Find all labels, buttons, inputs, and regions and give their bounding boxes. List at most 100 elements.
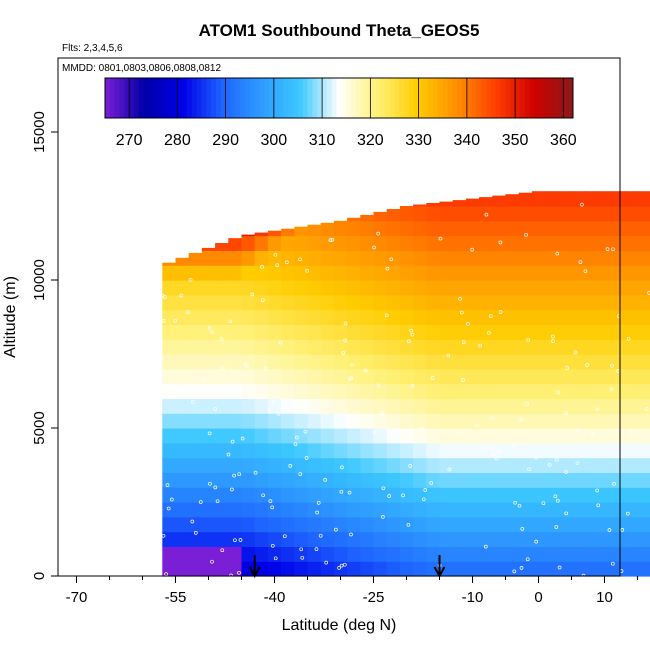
heatmap-cell bbox=[426, 294, 441, 311]
colorbar-segment bbox=[346, 78, 352, 118]
flight-track-point bbox=[298, 257, 302, 262]
heatmap-cell bbox=[452, 354, 467, 370]
heatmap-cell bbox=[399, 368, 414, 385]
heatmap-cell bbox=[399, 428, 414, 444]
flight-track-point bbox=[179, 293, 184, 298]
heatmap-cell bbox=[294, 354, 309, 370]
heatmap-cell bbox=[571, 472, 586, 488]
heatmap-cell bbox=[531, 561, 546, 577]
heatmap-cell bbox=[373, 472, 388, 488]
flight-track-point bbox=[271, 400, 276, 405]
heatmap-cell bbox=[254, 516, 269, 533]
heatmap-cell bbox=[611, 428, 625, 444]
heatmap-cell bbox=[399, 502, 414, 518]
heatmap-cell bbox=[294, 546, 309, 562]
colorbar-segment bbox=[486, 78, 492, 118]
flight-track-point bbox=[525, 557, 530, 562]
heatmap-cell bbox=[426, 250, 441, 266]
heatmap-cell bbox=[637, 339, 650, 355]
heatmap-cell bbox=[479, 265, 493, 281]
colorbar-segment bbox=[235, 78, 241, 118]
flight-track-point bbox=[268, 499, 273, 503]
heatmap-cell bbox=[373, 280, 388, 296]
heatmap-cell bbox=[254, 280, 269, 296]
heatmap-cell bbox=[597, 398, 612, 414]
heatmap-cell bbox=[571, 250, 586, 266]
heatmap-cell bbox=[479, 206, 493, 222]
heatmap-cell bbox=[558, 368, 573, 385]
flight-track-point bbox=[210, 330, 215, 335]
heatmap-cell bbox=[479, 561, 493, 577]
heatmap-cell bbox=[386, 294, 401, 311]
heatmap-cell bbox=[545, 265, 559, 281]
heatmap-cell bbox=[439, 516, 454, 533]
flight-track-point bbox=[215, 499, 220, 504]
flight-track-point bbox=[498, 240, 503, 245]
heatmap-cell bbox=[360, 472, 375, 488]
heatmap-cell bbox=[188, 294, 203, 311]
flight-track-point bbox=[270, 543, 275, 548]
heatmap-cell bbox=[333, 294, 348, 311]
x-axis-label: Latitude (deg N) bbox=[282, 617, 397, 634]
heatmap-cell bbox=[413, 354, 427, 370]
heatmap-cell bbox=[281, 339, 295, 355]
colorbar-segment bbox=[519, 78, 526, 118]
colorbar-segment bbox=[317, 78, 323, 118]
heatmap-cell bbox=[545, 472, 559, 488]
heatmap-cell bbox=[175, 502, 190, 518]
heatmap-cell bbox=[267, 442, 282, 459]
flight-track-point bbox=[339, 563, 344, 568]
heatmap-cell bbox=[399, 294, 414, 311]
heatmap-cell bbox=[281, 309, 295, 325]
heatmap-cell bbox=[637, 280, 650, 296]
flight-track-point bbox=[376, 231, 381, 236]
heatmap-cell bbox=[558, 561, 573, 577]
heatmap-cell bbox=[188, 428, 203, 444]
heatmap-cell bbox=[241, 383, 256, 399]
heatmap-cell bbox=[492, 413, 507, 429]
flight-track-point bbox=[348, 377, 352, 381]
heatmap-cell bbox=[320, 339, 335, 355]
heatmap-cell bbox=[201, 324, 216, 340]
flight-track-point bbox=[337, 566, 341, 570]
heatmap-cell bbox=[294, 235, 309, 251]
heatmap-cell bbox=[637, 368, 650, 385]
flight-track-point bbox=[169, 497, 174, 502]
flight-track-point bbox=[278, 340, 283, 345]
heatmap-cell bbox=[307, 224, 322, 237]
colorbar-segment bbox=[206, 78, 212, 118]
heatmap-cell bbox=[386, 250, 401, 266]
heatmap-cell bbox=[624, 457, 639, 473]
flight-track-point bbox=[541, 501, 546, 506]
heatmap-cell bbox=[201, 383, 216, 399]
colorbar-segment bbox=[476, 78, 482, 118]
heatmap-cell bbox=[637, 442, 650, 459]
heatmap-cell bbox=[228, 398, 243, 414]
heatmap-cell bbox=[307, 294, 322, 311]
heatmap-cell bbox=[281, 324, 295, 340]
heatmap-cell bbox=[518, 457, 533, 473]
colorbar-tick-label: 280 bbox=[164, 132, 191, 149]
heatmap-cell bbox=[254, 294, 269, 311]
heatmap-cell bbox=[307, 265, 322, 281]
heatmap-cell bbox=[505, 354, 520, 370]
flight-track-point bbox=[494, 456, 499, 461]
heatmap-cell bbox=[558, 354, 573, 370]
heatmap-cell bbox=[624, 472, 639, 488]
heatmap-cell bbox=[505, 442, 520, 459]
heatmap-cell bbox=[386, 457, 401, 473]
heatmap-cell bbox=[373, 211, 388, 222]
heatmap-cell bbox=[347, 309, 361, 325]
colorbar-segment bbox=[360, 78, 366, 118]
flight-track-point bbox=[483, 544, 488, 549]
heatmap-cell bbox=[611, 487, 625, 503]
flight-track-point bbox=[626, 336, 631, 341]
heatmap-cell bbox=[241, 457, 256, 473]
flight-track-point bbox=[163, 295, 167, 299]
flight-track-point bbox=[555, 457, 559, 462]
heatmap-cell bbox=[386, 220, 401, 237]
heatmap-cell bbox=[386, 487, 401, 503]
heatmap-cell bbox=[413, 250, 427, 266]
colorbar-segment bbox=[534, 78, 540, 118]
heatmap-cell bbox=[267, 235, 282, 251]
